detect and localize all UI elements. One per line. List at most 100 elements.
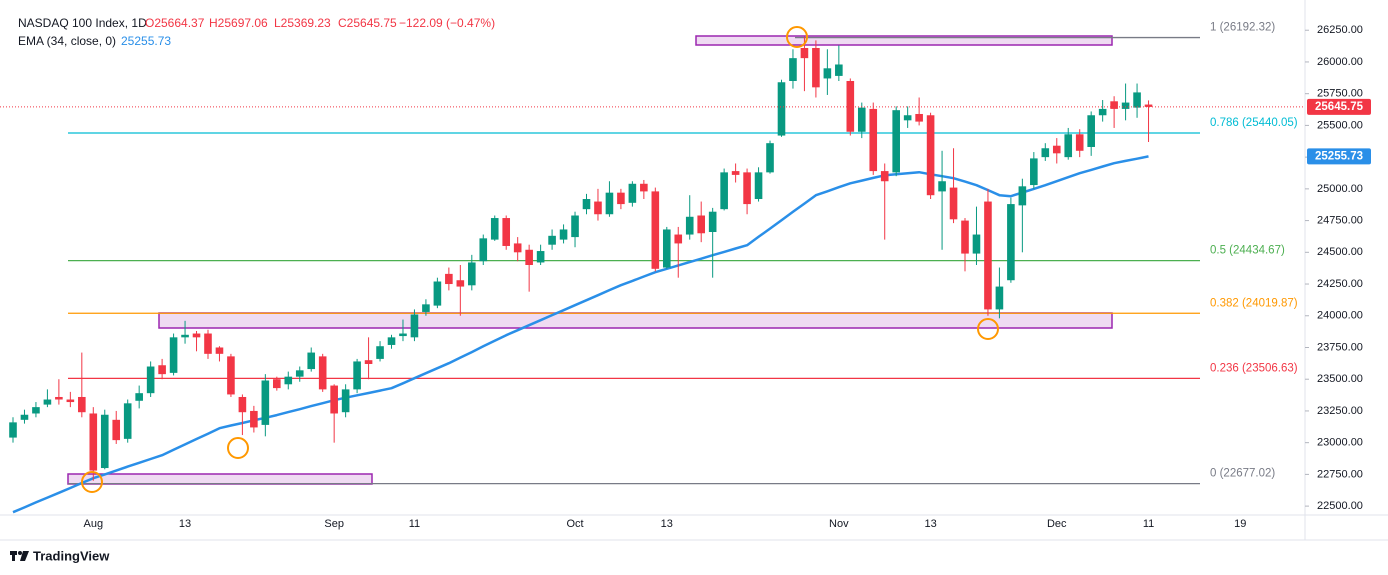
candle-body	[697, 215, 705, 234]
fib-label: 0.786 (25440.05)	[1210, 117, 1298, 129]
candle-body	[387, 337, 396, 345]
fib-label: 0.382 (24019.87)	[1210, 297, 1298, 309]
ema-legend-value: 25255.73	[121, 34, 171, 48]
candle-body	[330, 385, 338, 414]
x-tick-label: 11	[1143, 518, 1154, 530]
x-tick-label: 13	[924, 518, 936, 530]
candle-body	[651, 191, 660, 269]
candle-body	[720, 172, 728, 210]
candle-body	[1064, 134, 1073, 158]
candle-body	[903, 115, 912, 121]
axes: 22500.00 22750.00 23000.00 23250.00 23500.00…	[84, 24, 1371, 530]
candle-body	[995, 286, 1004, 310]
candle-body	[662, 229, 671, 268]
candle-body	[192, 333, 201, 338]
candle-body	[445, 273, 453, 285]
candle-body	[273, 379, 281, 389]
candle-body	[754, 172, 763, 200]
candle-body	[89, 413, 98, 471]
y-tick-label: 25000.00	[1317, 183, 1363, 195]
candle-body	[1144, 104, 1153, 107]
candle-body	[674, 234, 683, 244]
candle-body	[685, 216, 694, 235]
candle-body	[181, 334, 189, 338]
candle-body	[617, 192, 625, 205]
candle-body	[605, 192, 614, 215]
candle-body	[479, 238, 488, 262]
candle-body	[949, 187, 958, 220]
x-tick-label: Dec	[1047, 518, 1067, 530]
candle-body	[1110, 101, 1118, 109]
chart-title: NASDAQ 100 Index, 1D	[18, 16, 147, 30]
candle-body	[582, 199, 591, 210]
fib-label: 0 (22677.02)	[1210, 468, 1275, 480]
candle-body	[777, 82, 786, 136]
x-tick-label: Nov	[829, 518, 849, 530]
fib-label: 0.5 (24434.67)	[1210, 245, 1285, 257]
candle-body	[135, 393, 143, 401]
brand: TradingView	[33, 548, 110, 563]
price-badge-label: 25645.75	[1315, 101, 1364, 113]
candle-body	[640, 183, 648, 192]
candle-body	[123, 403, 132, 439]
candle-body	[250, 410, 258, 428]
candle-body	[55, 396, 63, 400]
y-tick-label: 25750.00	[1317, 88, 1363, 100]
candle-body	[20, 414, 29, 420]
y-tick-label: 22500.00	[1317, 500, 1363, 512]
y-tick-label: 26000.00	[1317, 56, 1363, 68]
candle-body	[938, 181, 946, 192]
ema-badge	[1307, 148, 1371, 165]
candle-body	[743, 172, 751, 205]
candle-body	[857, 107, 866, 132]
x-tick-label: 13	[661, 518, 673, 530]
candle-body	[284, 376, 293, 385]
candle-body	[880, 171, 889, 182]
candle-body	[594, 201, 602, 215]
x-tick-label: 13	[179, 518, 191, 530]
candle-body	[204, 333, 212, 354]
x-tick-label: 19	[1234, 518, 1246, 530]
candle-body	[215, 347, 224, 354]
candle-body	[307, 352, 316, 370]
candle-body	[800, 47, 809, 59]
change-text: −122.09 (−0.47%)	[399, 16, 495, 30]
candle-body	[1052, 145, 1061, 154]
candles	[0, 36, 1305, 481]
candle-body	[376, 346, 384, 359]
candle-body	[410, 314, 419, 338]
candle-body	[158, 365, 166, 375]
candle-body	[353, 361, 361, 390]
candle-body	[261, 380, 270, 425]
candle-body	[1018, 186, 1027, 206]
candle-body	[66, 399, 75, 403]
x-tick-label: Oct	[566, 518, 583, 530]
candle-body	[835, 64, 843, 76]
open-text: O25664.37	[145, 16, 205, 30]
zones	[67, 35, 1113, 485]
candle-body	[295, 370, 304, 377]
candle-body	[238, 396, 247, 413]
zone-rect	[67, 473, 373, 485]
candle-body	[32, 407, 40, 414]
y-tick-label: 24500.00	[1317, 246, 1363, 258]
candle-body	[823, 68, 832, 79]
candle-body	[1075, 134, 1084, 151]
candle-body	[708, 211, 717, 233]
candle-body	[146, 366, 155, 394]
y-tick-label: 23250.00	[1317, 405, 1363, 417]
candle-body	[1133, 92, 1141, 108]
candle-body	[869, 108, 878, 172]
high-text: H25697.06	[209, 16, 268, 30]
close-text: C25645.75	[338, 16, 397, 30]
candle-body	[364, 360, 373, 364]
fib-label: 0.236 (23506.63)	[1210, 362, 1298, 374]
price-badge	[1307, 98, 1371, 115]
candle-body	[9, 422, 17, 438]
candle-body	[571, 215, 579, 238]
candle-body	[812, 47, 820, 88]
y-tick-label: 25500.00	[1317, 119, 1363, 131]
ema-badge-label: 25255.73	[1315, 150, 1363, 162]
candle-body	[422, 304, 430, 312]
pivot-markers	[81, 26, 999, 493]
